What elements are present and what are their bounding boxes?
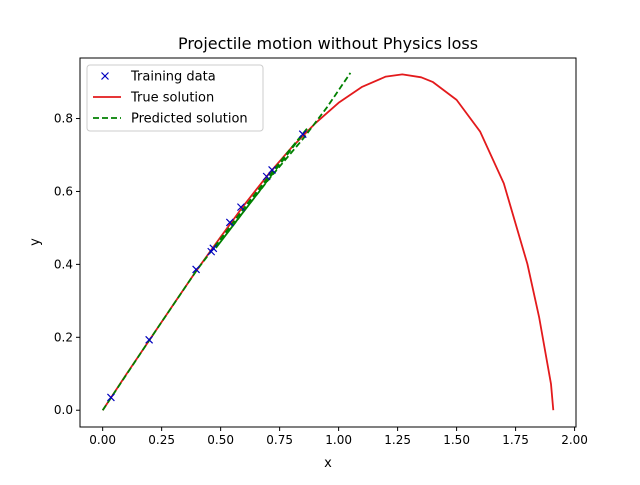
marker-stroke (192, 265, 201, 274)
chart-title: Projectile motion without Physics loss (178, 34, 478, 53)
x-tick-label: 0.50 (207, 433, 234, 447)
x-tick-label: 0.00 (89, 433, 116, 447)
legend-label: True solution (130, 91, 214, 106)
training-data-point (209, 244, 218, 253)
axes-frame (79, 57, 577, 428)
training-data-point (106, 393, 115, 402)
marker-stroke (298, 130, 307, 139)
training-data-point (262, 172, 271, 181)
marker-stroke (145, 335, 154, 344)
marker-stroke (225, 218, 234, 227)
marker-stroke (106, 393, 115, 402)
x-tick-label: 2.00 (561, 433, 588, 447)
y-axis-ticks: 0.0 0.2 0.4 0.6 0.8 (54, 112, 80, 417)
training-data-point (145, 335, 154, 344)
legend-box (86, 64, 264, 132)
x-tick-label: 1.50 (443, 433, 470, 447)
y-tick-label: 0.6 (54, 184, 73, 198)
training-data-point (268, 166, 277, 174)
x-tick-label: 1.00 (325, 433, 352, 447)
training-data-point (298, 130, 307, 139)
x-tick-label: 0.25 (148, 433, 175, 447)
y-tick-label: 0.4 (54, 257, 73, 271)
training-data-point (192, 265, 201, 274)
marker-stroke (237, 203, 245, 212)
marker-stroke (262, 172, 271, 181)
x-axis-ticks: 0.00 0.25 0.50 0.75 1.00 1.25 1.50 1.75 2.00 (89, 427, 588, 447)
x-tick-label: 1.75 (502, 433, 529, 447)
y-tick-label: 0.0 (54, 403, 73, 417)
legend-marker-training (101, 72, 109, 80)
y-tick-label: 0.8 (54, 112, 73, 126)
x-tick-label: 1.25 (384, 433, 411, 447)
legend-label: Predicted solution (131, 112, 248, 127)
y-tick-label: 0.2 (54, 330, 73, 344)
x-tick-label: 0.75 (266, 433, 293, 447)
training-data-point (237, 203, 245, 212)
y-axis-label: y (28, 238, 43, 246)
training-data-point (225, 218, 234, 227)
marker-stroke (268, 166, 277, 174)
plot-area (101, 72, 555, 411)
legend-label: Training data (130, 70, 216, 85)
legend: Training data True solution Predicted solu… (86, 64, 264, 132)
x-axis-label: x (324, 456, 332, 471)
marker-stroke (209, 244, 218, 253)
